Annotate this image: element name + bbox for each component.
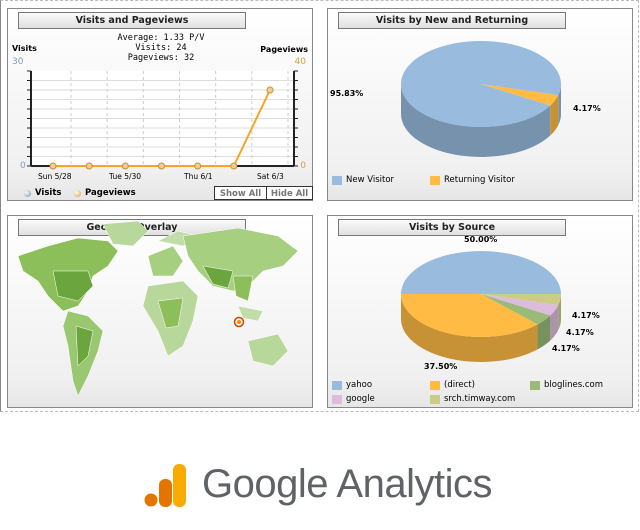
left-axis-label: Visits xyxy=(12,44,37,53)
swatch xyxy=(332,175,342,185)
legend-new-visitor: New Visitor xyxy=(332,175,394,185)
show-all-button[interactable]: Show All xyxy=(214,186,267,200)
swatch xyxy=(430,394,440,404)
pie-slice-google xyxy=(481,294,559,316)
summary: Average: 1.33 P/V Visits: 24 Pageviews: … xyxy=(8,33,314,63)
pie-slice-bloglinescom xyxy=(481,294,551,325)
pie-side-NewVisitor xyxy=(401,84,551,157)
legend-label: yahoo xyxy=(346,380,373,390)
swatch xyxy=(530,380,540,390)
pie-side-srchtimwaycom xyxy=(558,294,561,331)
panel-title: Visits by Source xyxy=(338,219,566,236)
swatch xyxy=(430,380,440,390)
slice-label-google: 4.17% xyxy=(566,328,594,337)
average-text: Average: 1.33 P/V xyxy=(117,33,205,43)
google-analytics-logo-icon xyxy=(144,464,186,507)
pie-slice-ReturningVisitor xyxy=(481,84,559,106)
swatch xyxy=(332,394,342,404)
slice-label-srch: 4.17% xyxy=(572,311,600,320)
world-map[interactable] xyxy=(8,216,314,409)
visits-source-panel: Visits by Source 50.00% 4.17% 4.17% 4.17… xyxy=(327,215,633,408)
geo-map-panel: Geo Map Overlay xyxy=(7,215,313,408)
pie-side-NewVisitor xyxy=(558,84,561,126)
pageviews-point xyxy=(230,162,238,170)
legend-label: Visits xyxy=(35,188,62,198)
visits-pageviews-panel: Visits and Pageviews Average: 1.33 P/V V… xyxy=(7,8,313,201)
panel-title: Visits and Pageviews xyxy=(18,12,246,29)
pageviews-text: Pageviews: 32 xyxy=(127,53,195,63)
legend-label: google xyxy=(346,394,375,404)
visits-text: Visits: 24 xyxy=(135,43,187,53)
source-pie xyxy=(401,250,561,362)
x-label: Sun 5/28 xyxy=(38,172,72,181)
pie-side-bloglinescom xyxy=(537,315,551,350)
legend-direct: (direct) xyxy=(430,380,475,390)
panel-title: Visits by New and Returning xyxy=(338,12,566,29)
pie-slice-direct xyxy=(401,294,538,337)
location-marker[interactable] xyxy=(233,316,245,328)
legend-label: New Visitor xyxy=(346,175,395,185)
pie-side-google xyxy=(550,305,559,341)
legend-yahoo: yahoo xyxy=(332,380,372,390)
slice-label-returning: 4.17% xyxy=(573,104,601,113)
dashboard-frame xyxy=(0,0,639,412)
x-label: Tue 5/30 xyxy=(109,172,142,181)
left-max: 30 xyxy=(12,57,24,67)
new-returning-pie xyxy=(401,41,561,157)
legend-label: (direct) xyxy=(444,380,475,390)
left-min: 0 xyxy=(20,161,26,171)
pie-slice-srchtimwaycom xyxy=(481,293,561,306)
legend-google: google xyxy=(332,394,375,404)
pie-slice-yahoo xyxy=(401,250,561,294)
legend-label: srch.timway.com xyxy=(444,394,516,404)
slice-label-yahoo: 50.00% xyxy=(464,235,498,244)
slice-label-direct: 37.50% xyxy=(424,362,458,371)
line-chart xyxy=(27,70,298,170)
legend-visits[interactable]: Visits xyxy=(24,188,61,198)
right-max: 40 xyxy=(294,57,306,67)
pageviews-point xyxy=(121,162,129,170)
hide-all-button[interactable]: Hide All xyxy=(266,186,313,200)
new-returning-panel: Visits by New and Returning 95.83% 4.17%… xyxy=(327,8,633,201)
right-axis-label: Pageviews xyxy=(260,45,308,54)
right-min: 0 xyxy=(300,161,306,171)
visits-dot-icon xyxy=(24,189,31,197)
swatch xyxy=(430,175,440,185)
pie-side-ReturningVisitor xyxy=(550,95,559,136)
x-label: Thu 6/1 xyxy=(184,172,213,181)
pageviews-point xyxy=(194,162,202,170)
pie-side-direct xyxy=(401,294,538,362)
pageviews-point xyxy=(49,162,57,170)
legend-bloglines: bloglines.com xyxy=(530,380,603,390)
pageviews-point xyxy=(266,86,274,94)
legend-srch: srch.timway.com xyxy=(430,394,515,404)
legend-label: Pageviews xyxy=(85,188,136,198)
pageviews-point xyxy=(85,162,93,170)
x-label: Sat 6/3 xyxy=(257,172,284,181)
legend-returning-visitor: Returning Visitor xyxy=(430,175,515,185)
swatch xyxy=(332,380,342,390)
logo-text: Google Analytics xyxy=(202,462,492,506)
pageviews-point xyxy=(158,162,165,170)
slice-label-new: 95.83% xyxy=(330,89,364,98)
legend-label: bloglines.com xyxy=(544,380,603,390)
legend-pageviews[interactable]: Pageviews xyxy=(74,188,136,198)
pageviews-dot-icon xyxy=(74,189,81,197)
legend-label: Returning Visitor xyxy=(444,175,515,185)
slice-label-bloglines: 4.17% xyxy=(552,344,580,353)
